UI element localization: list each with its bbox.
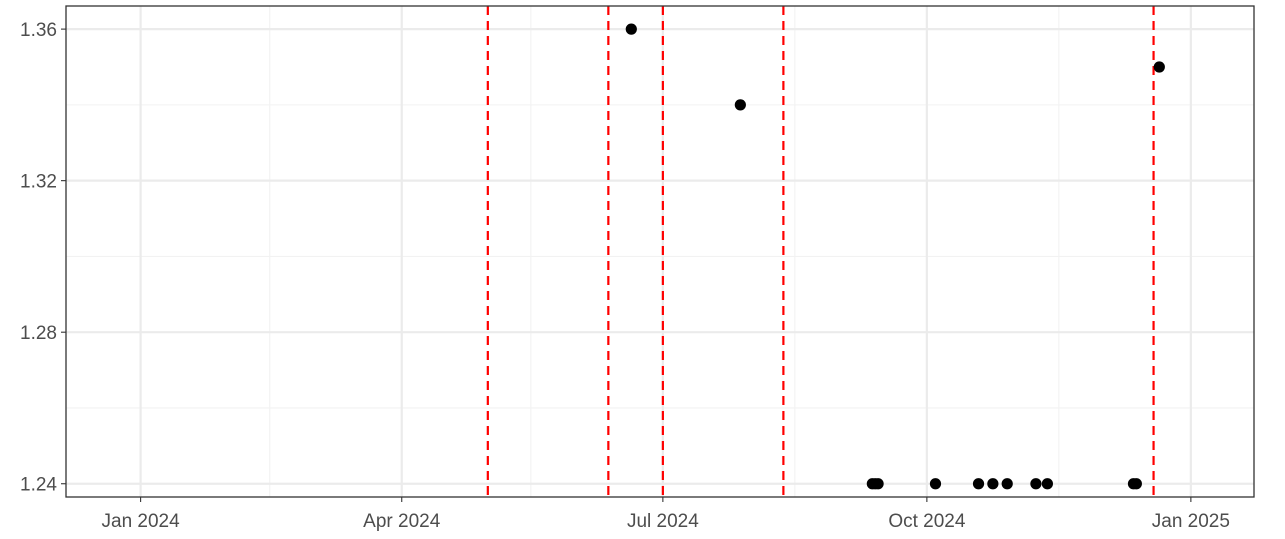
data-point — [972, 478, 985, 490]
y-tick-label: 1.24 — [20, 475, 57, 496]
data-point — [929, 478, 942, 490]
plot-panel-border — [65, 5, 1255, 498]
data-point — [625, 23, 637, 35]
data-point — [987, 478, 999, 490]
data-point — [1030, 478, 1042, 490]
y-tick-label: 1.28 — [20, 323, 57, 344]
x-tick-label: Apr 2024 — [363, 511, 441, 532]
x-tick-label: Jul 2024 — [627, 511, 699, 532]
x-tick-label: Oct 2024 — [888, 511, 966, 532]
data-point — [1041, 478, 1053, 490]
data-point — [1130, 478, 1142, 490]
data-point — [1001, 478, 1013, 490]
data-points — [625, 23, 1165, 490]
minor-gridlines — [66, 6, 1254, 497]
reference-lines — [486, 6, 1155, 497]
x-tick-label: Jan 2024 — [102, 511, 181, 532]
y-axis: 1.24 1.28 1.32 1.36 — [20, 20, 66, 496]
data-point — [872, 478, 884, 490]
data-point — [1153, 61, 1165, 73]
y-tick-label: 1.32 — [20, 172, 57, 193]
x-axis: Jan 2024 Apr 2024 Jul 2024 Oct 2024 Jan 2025 — [102, 497, 1230, 532]
data-point — [734, 99, 746, 111]
x-tick-label: Jan 2025 — [1152, 511, 1230, 532]
y-tick-label: 1.36 — [20, 20, 57, 41]
